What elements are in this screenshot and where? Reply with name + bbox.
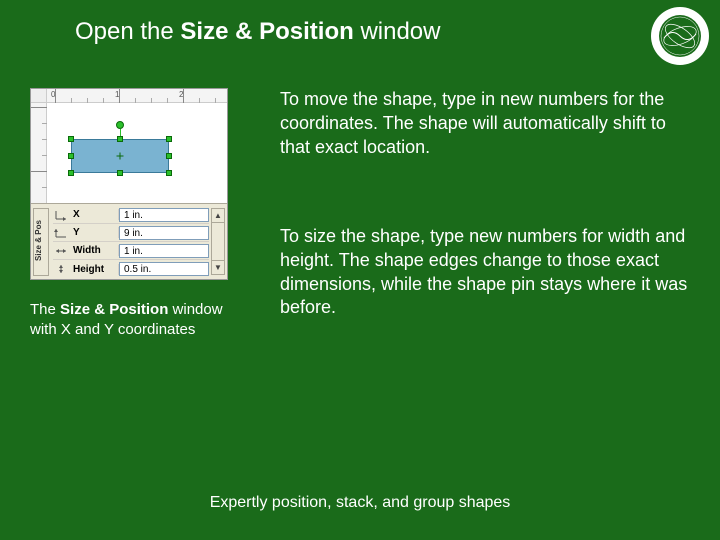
panel-row: Height 0.5 in.: [53, 260, 209, 278]
y-axis-icon: [53, 226, 69, 240]
caption-pre: The: [30, 301, 60, 318]
x-input[interactable]: 1 in.: [119, 208, 209, 222]
field-label: Width: [71, 245, 119, 256]
resize-handle-nw[interactable]: [68, 136, 74, 142]
screenshot-caption: The Size & Position window with X and Y …: [30, 300, 230, 341]
paragraph-move: To move the shape, type in new numbers f…: [280, 88, 690, 159]
app-screenshot: 0 1 2: [30, 88, 228, 280]
panel-grid: X 1 in. Y 9 in. Width 1 in.: [53, 206, 209, 277]
field-label: Y: [71, 227, 119, 238]
resize-handle-n[interactable]: [117, 136, 123, 142]
panel-tab[interactable]: Size & Pos: [33, 208, 49, 276]
resize-handle-se[interactable]: [166, 170, 172, 176]
shape-pin: [117, 153, 124, 160]
panel-row: Width 1 in.: [53, 242, 209, 260]
resize-handle-s[interactable]: [117, 170, 123, 176]
resize-handle-w[interactable]: [68, 153, 74, 159]
width-input[interactable]: 1 in.: [119, 244, 209, 258]
resize-handle-sw[interactable]: [68, 170, 74, 176]
rotation-handle[interactable]: [116, 121, 124, 129]
slide-footer: Expertly position, stack, and group shap…: [0, 494, 720, 512]
title-suffix: window: [354, 18, 441, 45]
height-input[interactable]: 0.5 in.: [119, 262, 209, 276]
title-prefix: Open the: [75, 18, 180, 45]
height-icon: [53, 262, 69, 276]
title-bold: Size & Position: [180, 18, 353, 45]
panel-row: X 1 in.: [53, 206, 209, 224]
horizontal-ruler: 0 1 2: [47, 89, 227, 103]
panel-scrollbar[interactable]: ▲ ▼: [211, 208, 225, 275]
x-axis-icon: [53, 208, 69, 222]
paragraph-size: To size the shape, type new numbers for …: [280, 225, 690, 320]
caption-bold: Size & Position: [60, 301, 168, 318]
scroll-up-icon[interactable]: ▲: [212, 209, 224, 223]
resize-handle-e[interactable]: [166, 153, 172, 159]
institution-logo: [650, 6, 710, 66]
scroll-down-icon[interactable]: ▼: [212, 260, 224, 274]
vertical-ruler: [31, 103, 47, 205]
size-position-panel: Size & Pos X 1 in. Y 9 in. Width: [31, 203, 227, 279]
ruler-corner: [31, 89, 47, 103]
resize-handle-ne[interactable]: [166, 136, 172, 142]
width-icon: [53, 244, 69, 258]
panel-row: Y 9 in.: [53, 224, 209, 242]
field-label: X: [71, 209, 119, 220]
field-label: Height: [71, 264, 119, 275]
slide-title: Open the Size & Position window: [75, 18, 441, 46]
drawing-canvas: 0 1 2: [31, 89, 227, 205]
y-input[interactable]: 9 in.: [119, 226, 209, 240]
